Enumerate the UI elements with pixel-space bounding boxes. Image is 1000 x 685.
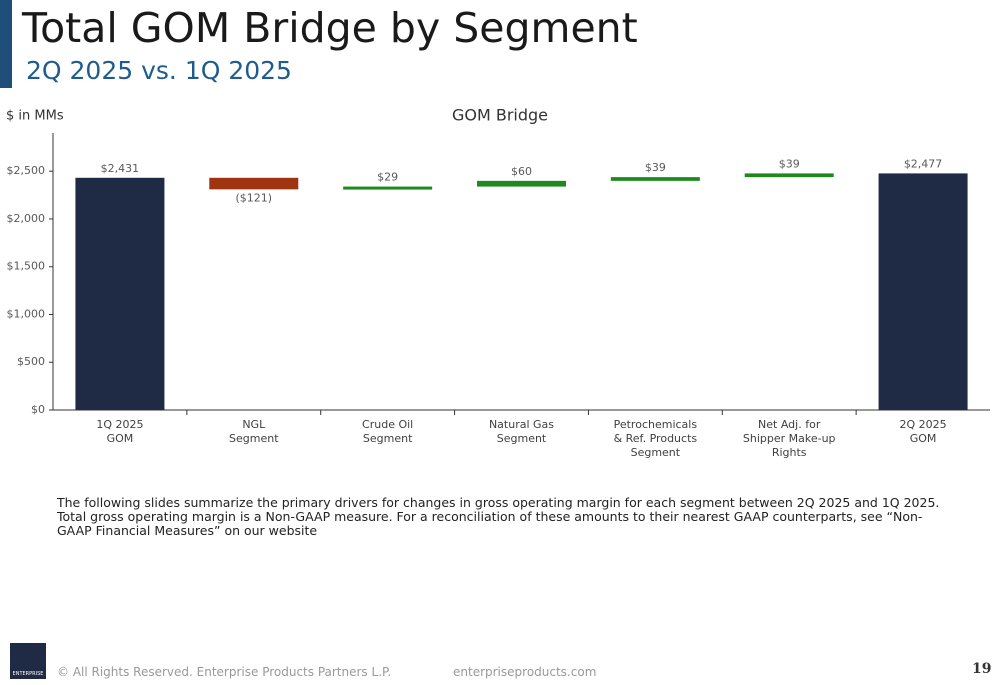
y-tick-label: $1,000 (7, 307, 46, 320)
x-tick-label: Natural Gas Segment (488, 418, 555, 445)
bar (209, 177, 299, 190)
x-tick-label: 2Q 2025 GOM (899, 418, 947, 445)
website: enterpriseproducts.com (453, 665, 597, 679)
bar (744, 173, 834, 178)
footer: © All Rights Reserved. Enterprise Produc… (57, 665, 392, 679)
value-label: $2,431 (101, 162, 140, 175)
x-tick-label: NGL Segment (229, 418, 279, 445)
value-label: $2,477 (904, 157, 943, 170)
chart: $ in MMs GOM Bridge $0 $500 $1,000 $1,500 $2… (6, 106, 990, 416)
value-label: $39 (645, 161, 666, 174)
logo: ENTERPRISE (10, 643, 46, 679)
accent-bar (0, 0, 12, 88)
value-label: $60 (511, 165, 532, 178)
page-number: 19 (972, 661, 992, 677)
bar (610, 177, 700, 181)
slide-subtitle: 2Q 2025 vs. 1Q 2025 (26, 56, 292, 85)
value-label: $29 (377, 171, 398, 184)
value-label: $39 (779, 157, 800, 170)
y-tick-label: $1,500 (7, 260, 46, 273)
x-tick-label: Crude Oil Segment (362, 418, 414, 445)
x-tick-label: Petrochemicals & Ref. Products Segment (613, 418, 698, 459)
chart-title: GOM Bridge (452, 106, 548, 125)
bar (75, 177, 165, 410)
bar (343, 186, 433, 190)
x-tick-label: 1Q 2025 GOM (96, 418, 144, 445)
slide-title: Total GOM Bridge by Segment (22, 4, 638, 52)
bar (878, 173, 968, 410)
y-tick-label: $2,000 (7, 212, 46, 225)
value-label: ($121) (235, 191, 272, 204)
y-axis-label: $ in MMs (6, 109, 64, 124)
bar (477, 180, 566, 187)
x-tick-label: Net Adj. for Shipper Make-up Rights (742, 418, 836, 459)
note: The following slides summarize the prima… (57, 495, 940, 538)
y-tick-label: $2,500 (7, 164, 46, 177)
y-tick-label: $0 (31, 403, 45, 416)
y-tick-label: $500 (17, 355, 45, 368)
